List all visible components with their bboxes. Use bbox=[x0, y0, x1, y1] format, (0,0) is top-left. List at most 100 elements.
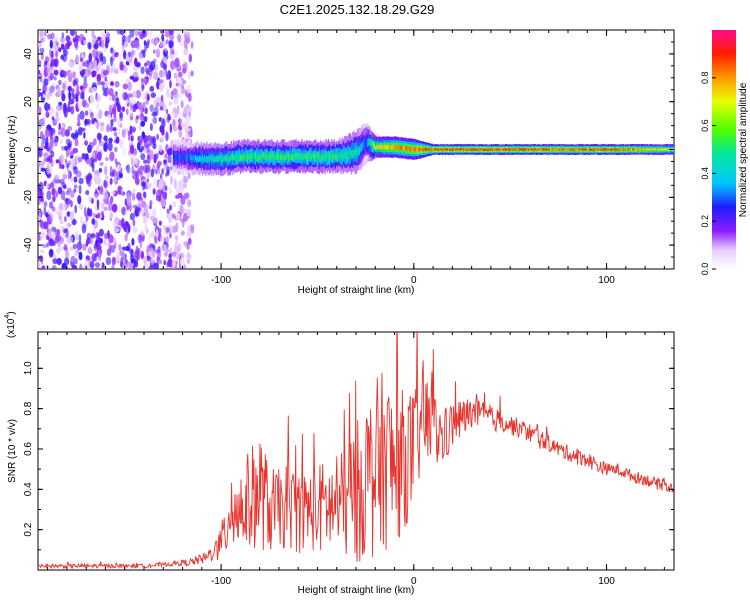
ridge-cell bbox=[418, 147, 420, 152]
noise-speckle bbox=[145, 99, 149, 105]
x-tick-label: 100 bbox=[598, 576, 615, 587]
noise-speckle bbox=[137, 196, 143, 202]
ridge-cell bbox=[379, 144, 382, 149]
noise-speckle bbox=[156, 163, 160, 170]
ridge-cell bbox=[614, 148, 616, 151]
noise-speckle bbox=[95, 231, 99, 242]
ridge-cell bbox=[295, 152, 297, 159]
noise-speckle bbox=[103, 206, 109, 211]
noise-speckle bbox=[43, 157, 48, 163]
ridge-cell bbox=[666, 148, 668, 151]
noise-speckle bbox=[80, 72, 85, 78]
ridge-cell bbox=[512, 148, 515, 151]
ridge-cell bbox=[277, 152, 279, 159]
ridge-cell bbox=[355, 149, 357, 158]
ridge-cell bbox=[630, 148, 633, 151]
noise-speckle bbox=[39, 47, 45, 53]
ridge-cell bbox=[385, 145, 387, 150]
ridge-cell bbox=[315, 155, 317, 162]
noise-speckle bbox=[89, 260, 95, 269]
noise-speckle bbox=[148, 264, 154, 269]
ridge-cell bbox=[374, 144, 376, 150]
noise-speckle bbox=[149, 247, 154, 253]
ridge-cell bbox=[221, 157, 223, 165]
ridge-cell bbox=[245, 152, 248, 159]
noise-speckle bbox=[52, 36, 59, 45]
noise-speckle bbox=[169, 167, 172, 178]
ridge-cell bbox=[451, 148, 453, 151]
ridge-cell bbox=[189, 152, 191, 167]
noise-speckle bbox=[118, 243, 122, 251]
noise-speckle bbox=[87, 246, 93, 255]
noise-speckle bbox=[85, 190, 90, 195]
noise-speckle bbox=[57, 242, 61, 247]
ridge-cell bbox=[542, 148, 545, 151]
ridge-cell bbox=[286, 152, 288, 160]
ridge-cell bbox=[563, 148, 566, 151]
noise-speckle bbox=[129, 108, 134, 118]
noise-speckle bbox=[111, 256, 116, 266]
noise-speckle bbox=[169, 204, 172, 211]
ridge-cell bbox=[257, 155, 259, 162]
ridge-cell bbox=[378, 144, 380, 150]
noise-speckle bbox=[94, 252, 98, 257]
ridge-cell bbox=[447, 148, 449, 151]
noise-speckle bbox=[81, 223, 87, 234]
ridge-cell bbox=[650, 148, 652, 151]
ridge-cell bbox=[595, 148, 597, 151]
noise-speckle bbox=[144, 62, 148, 67]
noise-speckle bbox=[88, 52, 93, 63]
noise-speckle bbox=[158, 144, 163, 152]
ridge-cell bbox=[255, 152, 257, 159]
ridge-cell bbox=[663, 148, 665, 151]
ridge-cell bbox=[620, 148, 622, 151]
ridge-cell bbox=[236, 154, 238, 162]
ridge-cell bbox=[261, 152, 264, 159]
ridge-cell bbox=[474, 148, 476, 151]
noise-speckle bbox=[177, 243, 182, 252]
noise-speckle bbox=[160, 136, 165, 143]
ridge-cell bbox=[322, 153, 324, 160]
noise-speckle bbox=[81, 53, 85, 60]
ridge-cell bbox=[326, 151, 328, 166]
ridge-cell bbox=[230, 153, 232, 161]
noise-speckle bbox=[67, 40, 70, 50]
ridge-cell bbox=[428, 148, 430, 152]
noise-speckle bbox=[62, 49, 69, 56]
ridge-cell bbox=[583, 148, 585, 151]
ridge-cell bbox=[324, 153, 326, 160]
ridge-cell bbox=[536, 148, 538, 151]
ridge-cell bbox=[619, 148, 621, 151]
noise-speckle bbox=[61, 146, 65, 151]
noise-speckle bbox=[163, 260, 166, 266]
ridge-cell bbox=[250, 153, 252, 160]
ridge-cell bbox=[293, 154, 295, 162]
noise-speckle bbox=[94, 59, 97, 69]
noise-speckle bbox=[111, 49, 116, 57]
ridge-cell bbox=[564, 148, 567, 151]
noise-speckle bbox=[178, 111, 184, 119]
ridge-cell bbox=[196, 156, 198, 163]
noise-speckle bbox=[68, 90, 71, 101]
x-tick-label: -100 bbox=[211, 275, 231, 286]
noise-speckle bbox=[187, 199, 192, 207]
ridge-cell bbox=[477, 148, 479, 151]
ridge-cell bbox=[288, 154, 290, 162]
noise-speckle bbox=[49, 201, 54, 209]
ridge-cell bbox=[637, 148, 640, 151]
noise-speckle bbox=[179, 204, 184, 215]
noise-speckle bbox=[159, 41, 163, 48]
noise-speckle bbox=[135, 170, 140, 178]
ridge-cell bbox=[660, 148, 663, 151]
ridge-cell bbox=[275, 153, 278, 160]
ridge-cell bbox=[256, 147, 258, 162]
noise-speckle bbox=[186, 229, 192, 239]
noise-speckle bbox=[143, 215, 147, 224]
noise-speckle bbox=[83, 75, 87, 84]
ridge-cell bbox=[260, 155, 263, 162]
noise-speckle bbox=[160, 198, 167, 208]
noise-speckle bbox=[146, 154, 151, 165]
noise-speckle bbox=[186, 127, 191, 132]
ridge-cell bbox=[608, 148, 611, 151]
ridge-cell bbox=[464, 148, 466, 151]
